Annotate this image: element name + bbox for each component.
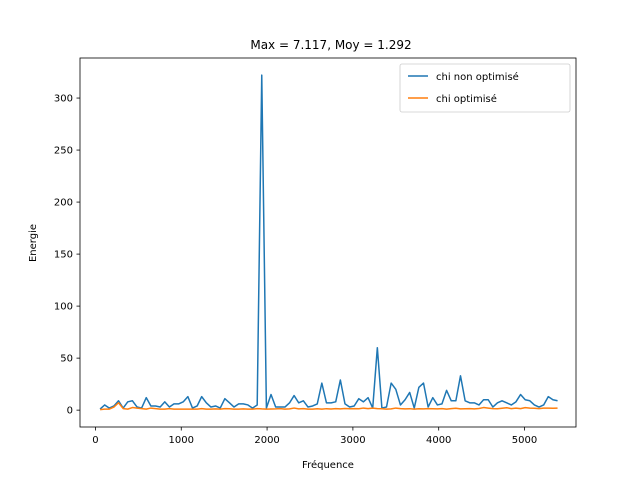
y-tick-label: 0 (67, 406, 73, 417)
legend: chi non optimisé chi optimisé (399, 63, 571, 113)
series-line-0 (99, 74, 558, 410)
x-tick-label: 0 (92, 435, 98, 446)
chart-title: Max = 7.117, Moy = 1.292 (250, 38, 411, 52)
x-axis-label: Fréquence (302, 459, 354, 471)
x-tick-label: 2000 (254, 435, 279, 446)
legend-label-chi-optimise: chi optimisé (436, 93, 497, 105)
legend-label-chi-non-optimise: chi non optimisé (436, 71, 519, 83)
legend-box (399, 63, 571, 113)
y-tick-label: 200 (54, 198, 73, 209)
x-tick-label: 3000 (340, 435, 365, 446)
y-axis: 0 50 100 150 200 250 300 (54, 94, 80, 417)
y-tick-label: 250 (54, 146, 73, 157)
x-tick-label: 1000 (169, 435, 194, 446)
y-tick-label: 150 (54, 250, 73, 261)
y-tick-label: 100 (54, 302, 73, 313)
series-line-1 (99, 402, 558, 411)
axes-frame (79, 57, 577, 428)
y-tick-label: 300 (54, 94, 73, 105)
x-tick-label: 5000 (512, 435, 537, 446)
plot-area (99, 74, 558, 411)
y-axis-label: Energie (28, 224, 39, 262)
y-tick-label: 50 (60, 354, 73, 365)
x-axis: 0 1000 2000 3000 4000 5000 (92, 427, 537, 446)
x-tick-label: 4000 (426, 435, 451, 446)
